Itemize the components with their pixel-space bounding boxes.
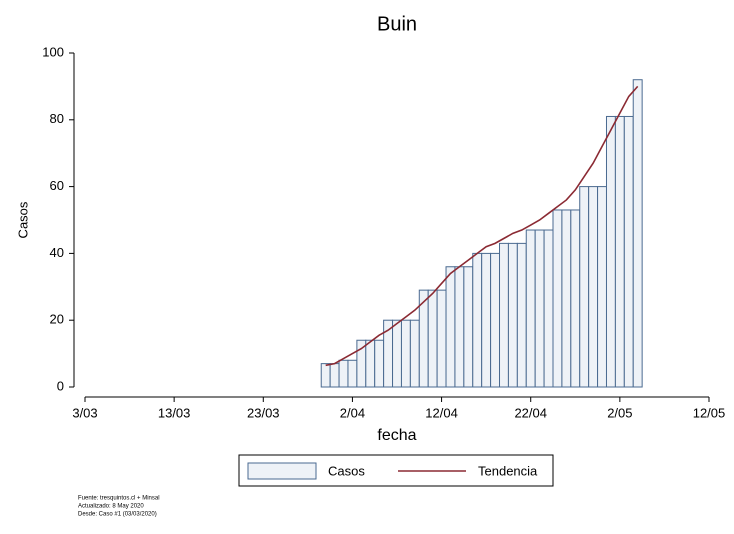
- x-tick-label: 2/05: [607, 405, 632, 420]
- bar: [507, 242, 518, 388]
- bar: [445, 266, 456, 388]
- bar: [499, 242, 509, 388]
- bar: [605, 115, 616, 388]
- note: Desde: Caso #1 (03/03/2020): [78, 512, 157, 518]
- y-axis-label: Casos: [15, 201, 30, 238]
- legend-label: Casos: [328, 463, 365, 478]
- bar: [427, 289, 438, 388]
- bar: [365, 339, 376, 388]
- y-tick-label: 20: [50, 312, 64, 327]
- bar: [623, 115, 634, 388]
- y-tick-label: 0: [57, 378, 64, 393]
- bar: [561, 209, 572, 388]
- bar: [472, 252, 483, 388]
- bar: [436, 289, 447, 388]
- bar: [454, 266, 465, 388]
- y-tick-label: 100: [42, 44, 64, 59]
- x-tick-label: 23/03: [247, 405, 280, 420]
- bar: [320, 363, 331, 388]
- note: Fuente: tresquintos.cl + Minsal: [78, 496, 160, 502]
- y-tick-label: 80: [50, 111, 64, 126]
- bar: [534, 229, 545, 388]
- x-tick-label: 3/03: [72, 405, 97, 420]
- bar: [490, 252, 501, 388]
- x-tick-label: 13/03: [158, 405, 191, 420]
- bar: [463, 266, 474, 388]
- x-tick-label: 12/04: [425, 405, 458, 420]
- legend-swatch: [247, 462, 317, 480]
- bar: [614, 115, 625, 388]
- bar: [347, 359, 358, 388]
- note: Actualizado: 8 May 2020: [78, 504, 144, 510]
- x-tick-label: 2/04: [340, 405, 365, 420]
- bar: [579, 186, 590, 388]
- bar: [570, 209, 581, 388]
- bar: [400, 319, 411, 388]
- bar: [338, 359, 349, 388]
- bar: [543, 229, 554, 388]
- x-tick-label: 22/04: [514, 405, 547, 420]
- bar: [374, 339, 385, 388]
- x-axis-label: fecha: [377, 427, 416, 444]
- trend-line: [325, 85, 639, 367]
- bar: [588, 186, 599, 388]
- x-tick-label: 12/05: [693, 405, 726, 420]
- bar: [409, 319, 420, 388]
- bar: [597, 186, 607, 388]
- bar: [329, 363, 340, 388]
- bar: [552, 209, 563, 388]
- bar: [392, 319, 402, 388]
- legend-box: [238, 454, 554, 487]
- y-tick-label: 60: [50, 178, 64, 193]
- y-tick-label: 40: [50, 245, 64, 260]
- legend-label: Tendencia: [478, 463, 538, 478]
- bar: [481, 252, 492, 388]
- bar: [525, 229, 536, 388]
- chart-title: Buin: [377, 13, 417, 35]
- bar: [356, 339, 367, 388]
- bar: [516, 242, 527, 388]
- bar: [632, 79, 643, 388]
